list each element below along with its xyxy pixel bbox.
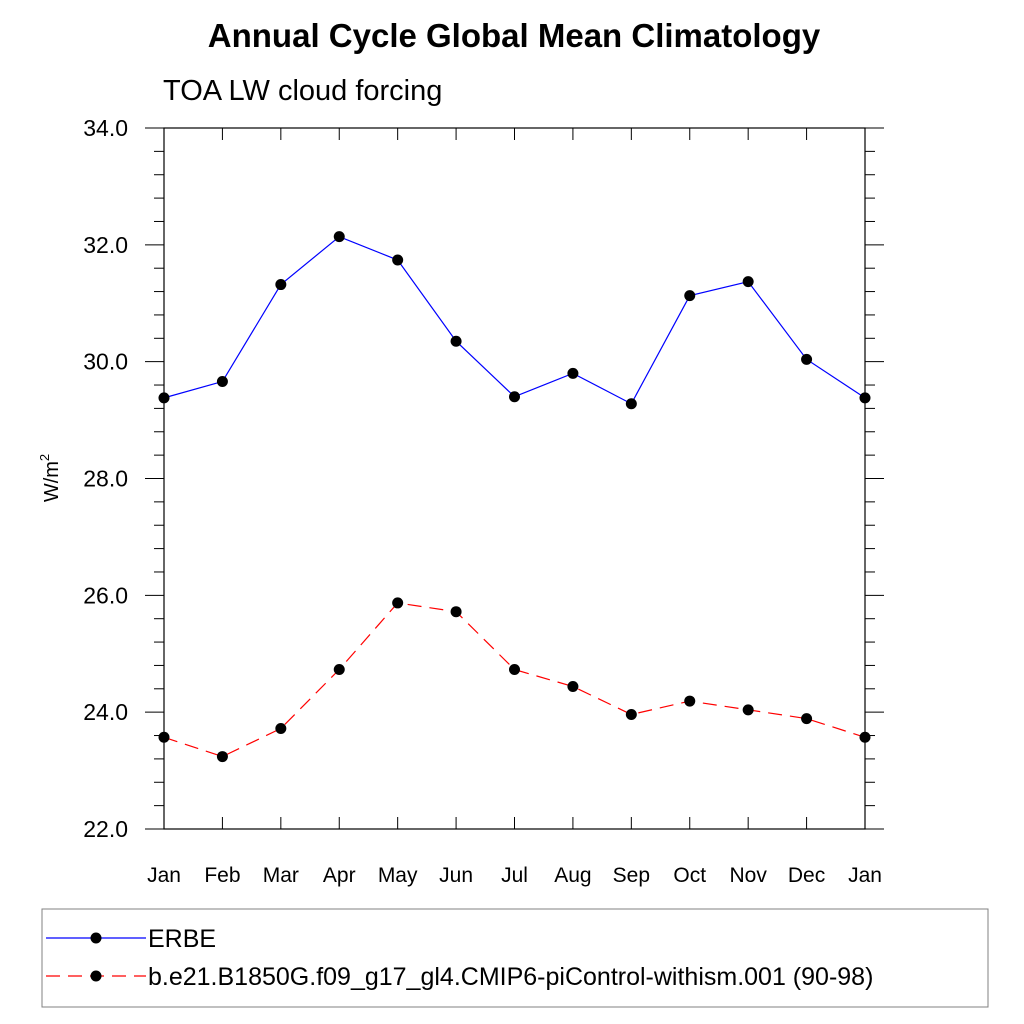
data-series	[158, 231, 871, 763]
data-point	[216, 751, 228, 763]
x-tick-label: Aug	[554, 864, 591, 887]
data-point	[742, 704, 754, 716]
legend: ERBE b.e21.B1850G.f09_g17_gl4.CMIP6-piCon…	[41, 908, 989, 1008]
legend-entries: ERBE b.e21.B1850G.f09_g17_gl4.CMIP6-piCon…	[46, 925, 873, 991]
series-line	[163, 235, 866, 405]
axis-ticks: Jan Feb Mar Apr May Jun Jul Aug Sep Oct Nov Dec Jan 2…	[83, 115, 884, 887]
chart-title: Annual Cycle Global Mean Climatology	[208, 17, 821, 54]
x-tick-label: Jul	[501, 864, 528, 887]
data-point	[801, 353, 813, 365]
legend-box	[41, 908, 989, 1008]
y-tick-label: 34.0	[83, 115, 128, 141]
y-tick-label: 30.0	[83, 349, 128, 375]
data-point	[625, 398, 637, 410]
series-2	[158, 597, 871, 763]
legend-label: b.e21.B1850G.f09_g17_gl4.CMIP6-piControl…	[148, 963, 873, 991]
series-line	[163, 602, 866, 758]
x-tick-label: Jan	[848, 864, 882, 887]
data-point	[859, 731, 871, 743]
data-point	[275, 279, 287, 291]
plot-frame	[163, 127, 866, 830]
data-point	[392, 254, 404, 266]
x-tick-label: Nov	[729, 864, 767, 887]
data-point	[801, 713, 813, 725]
legend-entry-1: ERBE	[46, 925, 216, 953]
data-point	[158, 731, 170, 743]
x-tick-label: Jun	[439, 864, 473, 887]
data-point	[333, 231, 345, 243]
data-point	[567, 367, 579, 379]
data-point	[509, 664, 520, 676]
y-tick-label: 28.0	[83, 466, 128, 492]
y-axis-label-superscript: 2	[37, 454, 52, 461]
data-point	[509, 391, 520, 403]
x-tick-label: Jan	[147, 864, 181, 887]
data-point	[684, 290, 696, 302]
x-tick-label: Feb	[204, 864, 240, 887]
series-1	[158, 231, 871, 410]
data-point	[859, 392, 871, 404]
data-point	[216, 376, 228, 388]
x-tick-label: Sep	[613, 864, 650, 887]
data-point	[392, 597, 404, 609]
legend-marker	[90, 932, 102, 944]
y-tick-label: 26.0	[83, 582, 128, 608]
x-tick-label: May	[378, 864, 418, 887]
data-point	[450, 606, 462, 618]
chart-subtitle: TOA LW cloud forcing	[163, 75, 442, 107]
x-tick-label: Dec	[788, 864, 825, 887]
y-tick-label: 32.0	[83, 232, 128, 258]
y-tick-label: 24.0	[83, 699, 128, 725]
data-point	[625, 709, 637, 721]
x-tick-label: Oct	[673, 864, 706, 887]
x-tick-label: Mar	[263, 864, 299, 887]
legend-label: ERBE	[148, 925, 216, 953]
data-point	[275, 723, 287, 735]
legend-marker	[90, 970, 102, 982]
data-point	[450, 335, 462, 347]
data-point	[742, 276, 754, 288]
y-axis-label: W/m2	[37, 454, 63, 502]
legend-entry-2: b.e21.B1850G.f09_g17_gl4.CMIP6-piControl…	[46, 963, 873, 991]
y-tick-label: 22.0	[83, 816, 128, 842]
data-point	[567, 680, 579, 692]
data-point	[684, 695, 696, 707]
data-point	[158, 392, 170, 404]
svg-text:W/m2: W/m2	[37, 454, 63, 502]
y-axis-label-text: W/m	[41, 461, 63, 502]
x-tick-label: Apr	[323, 864, 356, 887]
data-point	[333, 664, 345, 676]
